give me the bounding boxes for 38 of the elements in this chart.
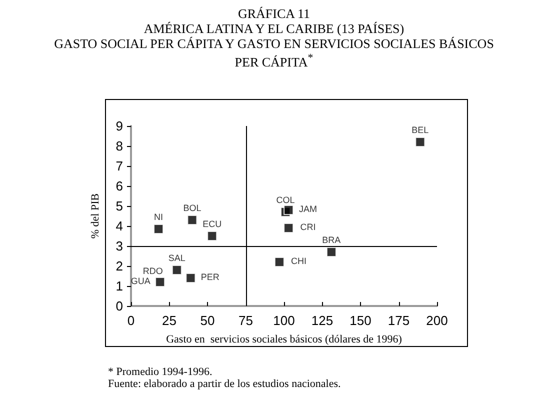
x-axis-title: Gasto en servicios sociales básicos (dólares de 1996) <box>166 334 402 346</box>
text: * Promedio 1994-1996. <box>108 366 212 378</box>
chart-title: GRÁFICA 11 <box>238 6 310 21</box>
annotation: BOL <box>183 203 202 213</box>
y-tick-label: 6 <box>116 178 123 194</box>
x-tick-label: 0 <box>127 313 135 328</box>
annotation: RDO <box>142 266 163 276</box>
y-tick-label: 3 <box>116 238 123 254</box>
y-tick-label: 0 <box>116 298 123 314</box>
x-tick-label: 50 <box>200 313 215 328</box>
y-tick-label: 2 <box>116 258 123 274</box>
y-tick-label: 4 <box>116 218 123 234</box>
annotation: BEL <box>412 125 429 135</box>
y-axis-title: % del PIB <box>90 193 102 239</box>
x-tick-label: 200 <box>426 313 448 328</box>
annotation: COL <box>276 195 295 205</box>
annotation: JAM <box>298 204 317 214</box>
x-tick-label: 100 <box>273 313 295 328</box>
x-tick-label: 175 <box>388 313 410 328</box>
annotation: PER <box>200 272 220 282</box>
y-tick-label: 7 <box>116 158 123 174</box>
annotation: CRI <box>300 222 316 232</box>
chart-subtitle: AMÉRICA LATINA Y EL CARIBE (13 PAÍSES) GASTO SOCIAL PER CÁPITA Y GASTO EN SERVICIOS SOCIALES BÁSICOS PER CÁPITA$^{*}$ <box>54 21 494 70</box>
y-tick-label: 1 <box>116 278 123 294</box>
y-tick-label: 5 <box>116 198 123 214</box>
x-tick-label: 125 <box>311 313 334 328</box>
x-tick-label: 75 <box>238 313 253 328</box>
x-tick-label: 150 <box>350 313 372 328</box>
annotation: CHI <box>291 256 307 266</box>
annotation: SAL <box>168 253 186 263</box>
annotation: GUA <box>130 276 150 286</box>
annotation: BRA <box>322 235 341 245</box>
x-tick-label: 25 <box>162 313 176 328</box>
source-note: Fuente: elaborado a partir de los estudios nacionales. <box>108 378 341 390</box>
annotation: ECU <box>202 219 222 229</box>
annotation: NI <box>154 212 164 222</box>
y-tick-label: 8 <box>116 138 123 154</box>
y-tick-label: 9 <box>116 118 123 134</box>
